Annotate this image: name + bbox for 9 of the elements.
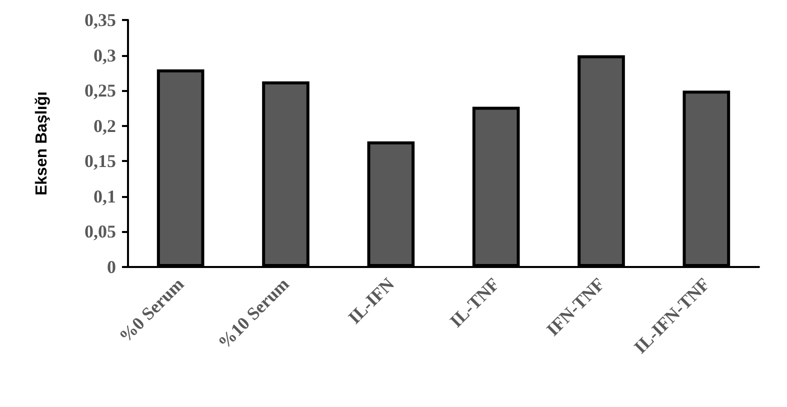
y-tick-label: 0,3	[94, 45, 116, 66]
y-tick-label: 0,1	[94, 186, 116, 206]
y-tick-label: 0,15	[84, 151, 116, 172]
y-axis-title: Eksen Başlığı	[34, 91, 50, 196]
y-tick-label: 0,2	[94, 116, 116, 136]
y-tick-label: 0	[107, 257, 116, 277]
y-tick-label: 0,25	[84, 80, 116, 101]
y-tick-label: 0,35	[84, 10, 116, 30]
y-tick-label: 0,05	[84, 222, 116, 242]
